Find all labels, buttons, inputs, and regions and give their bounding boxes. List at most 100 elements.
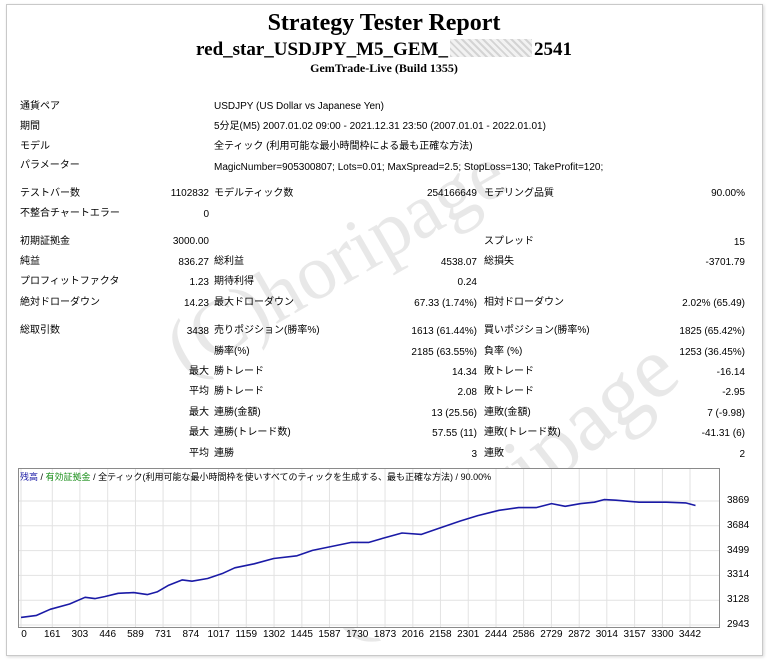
- x-tick-label: 2586: [512, 629, 535, 640]
- net-value: 836.27: [178, 257, 209, 268]
- max-cons-lossamt-value: -41.31 (6): [701, 428, 745, 439]
- x-tick-label: 0: [21, 629, 27, 640]
- max-cons-lossamt-label: 連敗(トレード数): [484, 427, 561, 438]
- params-label: パラメーター: [20, 160, 80, 171]
- x-tick-label: 2729: [540, 629, 563, 640]
- x-tick-label: 2301: [457, 629, 480, 640]
- max-cons-profit-value: 57.55 (11): [432, 428, 477, 439]
- average-prefix: 平均: [189, 386, 209, 397]
- max-cons-loss-value: 7 (-9.98): [707, 408, 745, 419]
- ea-suffix: 2541: [533, 39, 572, 60]
- period-value: 5分足(M5) 2007.01.02 09:00 - 2021.12.31 23…: [214, 121, 546, 132]
- max-cons-amt-prefix: 最大: [189, 427, 209, 438]
- y-tick-label: 3684: [727, 519, 750, 531]
- x-tick-label: 2158: [429, 629, 452, 640]
- bars-value: 1102832: [170, 188, 209, 199]
- report-subtitle: red_star_USDJPY_M5_GEM_ 2541: [0, 39, 768, 61]
- largest-prefix: 最大: [189, 366, 209, 377]
- abs-dd-value: 14.23: [183, 298, 209, 309]
- max-cons-win-label: 連勝(金額): [214, 407, 261, 418]
- lossrate-label: 負率 (%): [484, 346, 523, 357]
- gross-profit-value: 4538.07: [440, 257, 477, 268]
- abs-dd-label: 絶対ドローダウン: [20, 297, 100, 308]
- long-label: 買いポジション(勝率%): [484, 325, 590, 336]
- max-cons-win-value: 13 (25.56): [431, 408, 477, 419]
- avg-cons-win-value: 3: [471, 449, 477, 460]
- max-cons-profit-label: 連勝(トレード数): [214, 427, 291, 438]
- quality-value: 90.00%: [711, 188, 745, 199]
- max-dd-value: 67.33 (1.74%): [414, 298, 477, 309]
- legend-sep-3: /: [455, 472, 461, 482]
- avg-loss-label: 敗トレード: [484, 386, 534, 397]
- largest-win-label: 勝トレード: [214, 366, 264, 377]
- pair-value: USDJPY (US Dollar vs Japanese Yen): [214, 101, 384, 112]
- lossrate-value: 1253 (36.45%): [679, 347, 745, 358]
- gross-loss-label: 総損失: [484, 256, 514, 267]
- ticks-label: モデルティック数: [214, 188, 294, 199]
- x-tick-label: 2872: [568, 629, 591, 640]
- x-tick-label: 874: [182, 629, 200, 640]
- spread-label: スプレッド: [484, 236, 534, 247]
- model-label: モデル: [20, 141, 50, 152]
- x-tick-label: 3014: [595, 629, 618, 640]
- x-tick-label: 446: [99, 629, 117, 640]
- x-tick-label: 1302: [262, 629, 286, 640]
- payoff-label: 期待利得: [214, 276, 254, 287]
- deposit-label: 初期証拠金: [20, 236, 70, 247]
- trades-label: 総取引数: [20, 325, 60, 336]
- short-value: 1613 (61.44%): [411, 326, 477, 337]
- avg-win-value: 2.08: [457, 387, 477, 398]
- gross-profit-label: 総利益: [214, 256, 244, 267]
- x-tick-label: 3157: [623, 629, 646, 640]
- legend-model: 全ティック(利用可能な最小時間枠を使いすべてのティックを生成する、最も正確な方法…: [98, 472, 454, 482]
- y-tick-label: 3499: [727, 544, 750, 556]
- x-tick-label: 1730: [346, 629, 369, 640]
- legend-equity: 有効証拠金: [45, 472, 91, 482]
- y-tick-label: 3128: [727, 594, 750, 606]
- max-dd-label: 最大ドローダウン: [214, 297, 294, 308]
- pair-label: 通貨ペア: [20, 101, 60, 112]
- largest-loss-value: -16.14: [716, 367, 745, 378]
- avg-loss-value: -2.95: [722, 387, 745, 398]
- ea-name: red_star_USDJPY_M5_GEM_: [196, 39, 448, 60]
- avg-cons-prefix: 平均: [189, 448, 209, 459]
- gross-loss-value: -3701.79: [705, 257, 745, 268]
- ticks-value: 254166649: [426, 188, 477, 199]
- chart-legend: 残高 / 有効証拠金 / 全ティック(利用可能な最小時間枠を使いすべてのティック…: [20, 470, 491, 483]
- legend-quality: 90.00%: [460, 472, 492, 482]
- payoff-value: 0.24: [457, 277, 477, 288]
- rel-dd-label: 相対ドローダウン: [484, 297, 564, 308]
- x-tick-label: 1587: [318, 629, 341, 640]
- x-tick-label: 1445: [290, 629, 313, 640]
- equity-chart: [18, 468, 720, 628]
- trades-value: 3438: [186, 326, 209, 337]
- spread-value: 15: [733, 237, 745, 248]
- period-label: 期間: [20, 121, 40, 132]
- avg-cons-win-label: 連勝: [214, 448, 234, 459]
- winrate-label: 勝率(%): [214, 346, 250, 357]
- max-cons-prefix: 最大: [189, 407, 209, 418]
- build-info: GemTrade-Live (Build 1355): [310, 61, 458, 75]
- legend-balance: 残高: [20, 472, 39, 482]
- x-tick-label: 2444: [484, 629, 508, 640]
- x-tick-label: 161: [43, 629, 61, 640]
- largest-loss-label: 敗トレード: [484, 366, 534, 377]
- mismatch-label: 不整合チャートエラー: [20, 208, 120, 219]
- deposit-value: 3000.00: [172, 236, 209, 247]
- x-tick-label: 3442: [678, 629, 702, 640]
- net-label: 純益: [20, 256, 40, 267]
- redacted-mask: [449, 39, 532, 57]
- params-value: MagicNumber=905300807; Lots=0.01; MaxSpr…: [214, 162, 604, 173]
- balance-line: [20, 498, 696, 619]
- long-value: 1825 (65.42%): [679, 326, 745, 337]
- bars-label: テストバー数: [20, 188, 80, 199]
- y-tick-label: 3314: [727, 569, 750, 581]
- x-tick-label: 731: [154, 629, 172, 640]
- x-tick-label: 2016: [401, 629, 424, 640]
- legend-sep-1: /: [40, 472, 46, 482]
- mismatch-value: 0: [203, 209, 209, 220]
- x-tick-label: 1017: [207, 629, 230, 640]
- short-label: 売りポジション(勝率%): [214, 325, 320, 336]
- legend-sep-2: /: [93, 472, 99, 482]
- rel-dd-value: 2.02% (65.49): [682, 298, 745, 309]
